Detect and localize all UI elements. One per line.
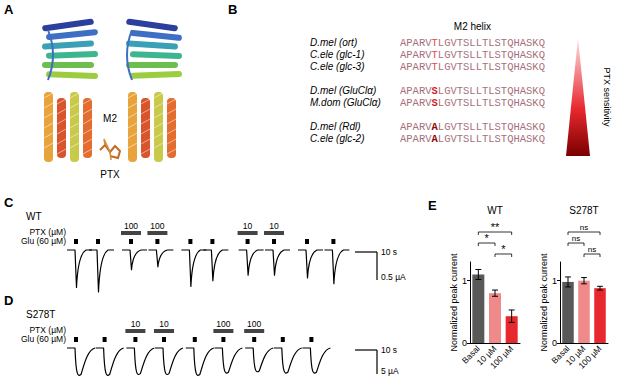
svg-text:Basal: Basal — [459, 343, 482, 366]
svg-text:10 s: 10 s — [381, 345, 397, 355]
svg-text:WT: WT — [26, 211, 42, 222]
svg-text:APARVALGVTSLLTLSTQHASKQ: APARVALGVTSLLTLSTQHASKQ — [400, 133, 545, 145]
svg-text:10: 10 — [269, 221, 279, 231]
svg-text:M2: M2 — [103, 113, 117, 124]
svg-text:PTX (µM): PTX (µM) — [29, 227, 66, 237]
svg-text:100: 100 — [124, 221, 138, 231]
svg-text:100: 100 — [216, 319, 230, 329]
svg-text:5 µA: 5 µA — [381, 366, 399, 376]
svg-text:1: 1 — [552, 276, 557, 286]
svg-text:M2 helix: M2 helix — [454, 21, 491, 32]
svg-text:10 s: 10 s — [381, 247, 397, 257]
svg-text:10 µM: 10 µM — [563, 343, 588, 368]
svg-text:100 µM: 100 µM — [576, 343, 603, 370]
svg-text:Normalized peak current: Normalized peak current — [449, 253, 459, 352]
svg-text:1: 1 — [462, 276, 467, 286]
svg-text:B: B — [228, 2, 237, 17]
svg-text:PTX (µM): PTX (µM) — [29, 325, 66, 335]
svg-text:ns: ns — [588, 245, 596, 254]
svg-text:10 µM: 10 µM — [474, 343, 499, 368]
svg-text:*: * — [501, 243, 506, 255]
svg-text:Basal: Basal — [549, 343, 572, 366]
svg-text:APARVTLGVTSLLTLSTQHASKQ: APARVTLGVTSLLTLSTQHASKQ — [400, 61, 545, 73]
svg-text:0.5 µA: 0.5 µA — [381, 272, 406, 282]
svg-text:*: * — [485, 232, 490, 244]
svg-text:**: ** — [491, 221, 500, 233]
svg-text:D.mel (GluClα): D.mel (GluClα) — [310, 85, 376, 96]
svg-text:C: C — [4, 195, 14, 210]
svg-text:Normalized peak current: Normalized peak current — [539, 253, 549, 352]
svg-text:S278T: S278T — [26, 309, 55, 320]
svg-text:APARVALGVTSLLTLSTQHASKQ: APARVALGVTSLLTLSTQHASKQ — [400, 121, 545, 133]
svg-text:100 µM: 100 µM — [488, 343, 515, 370]
svg-text:A: A — [4, 2, 14, 17]
svg-text:C.ele (glc-3): C.ele (glc-3) — [310, 61, 364, 72]
svg-text:100: 100 — [150, 221, 164, 231]
svg-text:APARVTLGVTSLLTLSTQHASKQ: APARVTLGVTSLLTLSTQHASKQ — [400, 49, 545, 61]
svg-text:D.mel (ort): D.mel (ort) — [310, 37, 357, 48]
svg-text:10: 10 — [131, 319, 141, 329]
svg-text:APARVSLGVTSLLTLSTQHASKQ: APARVSLGVTSLLTLSTQHASKQ — [400, 97, 545, 109]
svg-text:10: 10 — [159, 319, 169, 329]
svg-text:100: 100 — [247, 319, 261, 329]
svg-text:C.ele (glc-1): C.ele (glc-1) — [310, 49, 364, 60]
svg-text:Glu (60 µM): Glu (60 µM) — [21, 334, 66, 344]
svg-text:C.ele (glc-2): C.ele (glc-2) — [310, 133, 364, 144]
svg-text:APARVSLGVTSLLTLSTQHASKQ: APARVSLGVTSLLTLSTQHASKQ — [400, 85, 545, 97]
svg-text:WT: WT — [487, 205, 503, 216]
svg-text:E: E — [428, 198, 437, 213]
svg-text:D.mel (Rdl): D.mel (Rdl) — [310, 121, 361, 132]
svg-text:Glu (60 µM): Glu (60 µM) — [21, 236, 66, 246]
svg-text:ns: ns — [572, 234, 580, 243]
svg-text:D: D — [4, 293, 13, 308]
svg-text:S278T: S278T — [569, 205, 598, 216]
svg-text:0: 0 — [552, 338, 557, 348]
svg-text:APARVTLGVTSLLTLSTQHASKQ: APARVTLGVTSLLTLSTQHASKQ — [400, 37, 545, 49]
svg-text:M.dom (GluClα): M.dom (GluClα) — [310, 97, 381, 108]
svg-text:10: 10 — [243, 221, 253, 231]
svg-text:0: 0 — [462, 338, 467, 348]
svg-text:PTX: PTX — [100, 169, 120, 180]
svg-text:PTX sensitivity: PTX sensitivity — [602, 67, 612, 127]
svg-text:ns: ns — [580, 223, 588, 232]
